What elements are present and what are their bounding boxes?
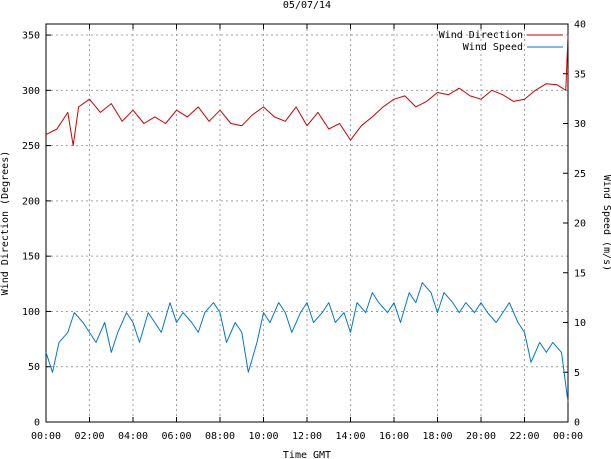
x-tick-label: 00:00 [553, 431, 583, 442]
y-left-tick-label: 200 [22, 196, 40, 207]
y-left-tick-label: 150 [22, 252, 40, 263]
y-left-tick-label: 0 [34, 418, 40, 429]
grid-lines [46, 24, 568, 422]
x-tick-label: 04:00 [118, 431, 148, 442]
y-axis-left-label: Wind Direction (Degrees) [0, 151, 11, 296]
y-right-tick-label: 0 [574, 418, 580, 429]
axis-ticks: 00:00 02:00 04:00 06:00 08:00 10:00 12:00 14:00… [22, 20, 586, 443]
y-right-tick-label: 25 [574, 169, 586, 180]
legend-label-wind-speed: Wind Speed [463, 42, 523, 53]
x-tick-label: 20:00 [466, 431, 496, 442]
y-right-tick-label: 10 [574, 318, 586, 329]
x-tick-label: 14:00 [335, 431, 365, 442]
y-right-tick-label: 15 [574, 268, 586, 279]
legend-label-wind-direction: Wind Direction [439, 30, 523, 41]
series-line-wind-speed [45, 282, 569, 403]
y-axis-right-label: Wind Speed (m/s) [601, 175, 611, 271]
x-tick-label: 06:00 [161, 431, 191, 442]
y-right-tick-label: 30 [574, 119, 586, 130]
x-tick-label: 02:00 [74, 431, 104, 442]
y-right-tick-label: 20 [574, 219, 586, 230]
y-right-tick-label: 40 [574, 20, 586, 31]
y-right-tick-label: 35 [574, 69, 586, 80]
series-line-wind-direction [45, 35, 569, 147]
legend: Wind Direction Wind Speed [439, 30, 563, 53]
y-left-tick-label: 350 [22, 31, 40, 42]
x-tick-label: 18:00 [422, 431, 452, 442]
y-left-tick-label: 300 [22, 86, 40, 97]
y-left-tick-label: 50 [28, 362, 40, 373]
x-tick-label: 22:00 [509, 431, 539, 442]
x-tick-label: 10:00 [248, 431, 278, 442]
y-right-tick-label: 5 [574, 368, 580, 379]
y-left-tick-label: 100 [22, 307, 40, 318]
x-tick-label: 08:00 [205, 431, 235, 442]
x-tick-label: 00:00 [31, 431, 61, 442]
x-tick-label: 16:00 [379, 431, 409, 442]
x-axis-label: Time GMT [283, 450, 331, 459]
y-left-tick-label: 250 [22, 141, 40, 152]
series-layer [45, 35, 569, 403]
chart-title: 05/07/14 [283, 0, 331, 11]
x-tick-label: 12:00 [292, 431, 322, 442]
